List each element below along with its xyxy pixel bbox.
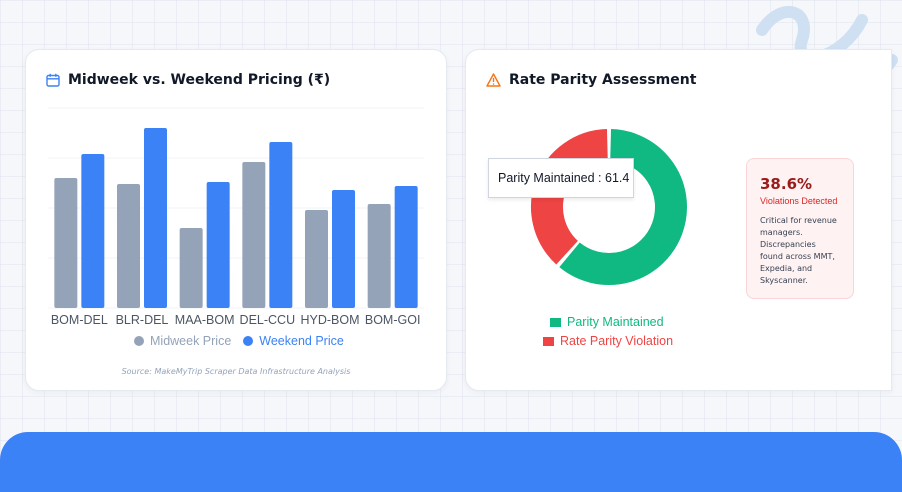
weekend-bar-maa-bom[interactable] bbox=[206, 182, 230, 308]
violation-description: Critical for revenue managers. Discrepan… bbox=[760, 216, 837, 285]
x-tick-label: BLR-DEL bbox=[116, 313, 169, 327]
x-tick-label: HYD-BOM bbox=[300, 313, 359, 327]
parity-card: Rate Parity Assessment Parity Maintained… bbox=[465, 49, 892, 391]
legend-item-violation[interactable]: Rate Parity Violation bbox=[543, 334, 673, 348]
parity-card-title: Rate Parity Assessment bbox=[509, 72, 697, 88]
legend-item-maintained[interactable]: Parity Maintained bbox=[550, 315, 664, 329]
violation-alert-box: 38.6% Violations Detected Critical for r… bbox=[746, 158, 854, 299]
pricing-bar-chart: BOM-DEL BLR-DEL MAA-BOM DEL-CCU HYD-BOM BOM-G… bbox=[48, 107, 424, 327]
bottom-banner bbox=[0, 432, 902, 492]
x-tick-label: BOM-DEL bbox=[51, 313, 108, 327]
maintained-legend-swatch bbox=[550, 317, 561, 327]
pricing-card-header: Midweek vs. Weekend Pricing (₹) bbox=[46, 72, 330, 88]
violation-percent: 38.6% bbox=[760, 175, 813, 193]
maintained-legend-label: Parity Maintained bbox=[567, 315, 664, 329]
violation-legend-label: Rate Parity Violation bbox=[560, 334, 674, 348]
x-tick-label: BOM-GOI bbox=[365, 313, 421, 327]
weekend-bar-hyd-bom[interactable] bbox=[332, 190, 355, 308]
weekend-legend-swatch bbox=[243, 336, 254, 346]
pricing-legend: Midweek Price Weekend Price bbox=[134, 334, 344, 348]
midweek-bar-del-ccu[interactable] bbox=[242, 162, 266, 308]
chart-tooltip: Parity Maintained : 61.4 bbox=[488, 158, 634, 198]
midweek-legend-swatch bbox=[134, 336, 144, 346]
maintained-slice[interactable] bbox=[559, 129, 687, 285]
weekend-bar-bom-goi[interactable] bbox=[394, 186, 418, 308]
midweek-bar-blr-del[interactable] bbox=[117, 184, 140, 308]
x-tick-label: DEL-CCU bbox=[240, 313, 296, 327]
weekend-legend-label: Weekend Price bbox=[259, 334, 344, 348]
violation-label: Violations Detected bbox=[760, 196, 838, 206]
midweek-bar-bom-goi[interactable] bbox=[367, 204, 391, 308]
weekend-bar-bom-del[interactable] bbox=[81, 154, 105, 308]
calendar-icon bbox=[46, 73, 60, 87]
parity-card-header: Rate Parity Assessment bbox=[486, 72, 696, 88]
violation-legend-swatch bbox=[543, 336, 554, 346]
weekend-bar-del-ccu[interactable] bbox=[269, 142, 293, 308]
pricing-card-title: Midweek vs. Weekend Pricing (₹) bbox=[68, 72, 331, 88]
chart-source-note: Source: MakeMyTrip Scraper Data Infrastr… bbox=[121, 367, 351, 376]
warning-icon bbox=[486, 73, 501, 87]
midweek-bar-hyd-bom[interactable] bbox=[305, 210, 328, 308]
pricing-card: Midweek vs. Weekend Pricing (₹) BOM-DEL B… bbox=[25, 49, 447, 391]
weekend-bar-blr-del[interactable] bbox=[144, 128, 167, 308]
midweek-bar-bom-del[interactable] bbox=[54, 178, 78, 308]
midweek-legend-label: Midweek Price bbox=[150, 334, 232, 348]
midweek-bar-maa-bom[interactable] bbox=[179, 228, 203, 308]
x-tick-label: MAA-BOM bbox=[175, 313, 235, 327]
